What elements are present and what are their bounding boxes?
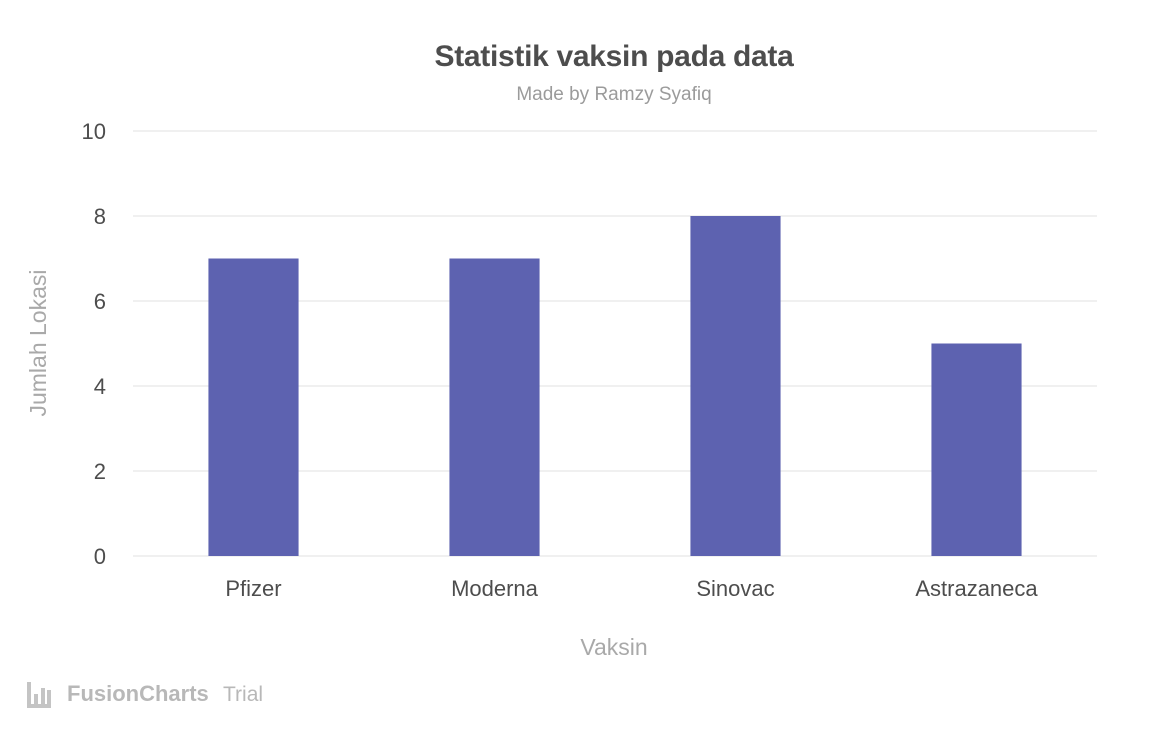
bar-moderna[interactable] <box>449 258 540 557</box>
chart-title: Statistik vaksin pada data <box>434 40 794 73</box>
y-tick-label: 8 <box>94 204 106 229</box>
watermark: FusionCharts Trial <box>27 681 263 708</box>
y-tick-label: 6 <box>94 289 106 314</box>
y-tick-label: 0 <box>94 544 106 569</box>
bars <box>208 216 1022 557</box>
x-tick-label: Moderna <box>451 576 539 601</box>
y-tick-label: 4 <box>94 374 106 399</box>
y-axis-label: Jumlah Lokasi <box>25 269 51 416</box>
y-tick-label: 10 <box>82 119 106 144</box>
watermark-brand: FusionCharts <box>67 681 209 706</box>
bar-astrazaneca[interactable] <box>931 343 1022 557</box>
y-tick-label: 2 <box>94 459 106 484</box>
fusioncharts-logo-icon <box>27 682 51 708</box>
chart-subtitle: Made by Ramzy Syafiq <box>516 84 711 105</box>
x-axis-label: Vaksin <box>580 634 647 660</box>
x-axis-ticks: Pfizer Moderna Sinovac Astrazaneca <box>225 576 1038 601</box>
y-axis-ticks: 0 2 4 6 8 10 <box>82 119 106 569</box>
bar-sinovac[interactable] <box>690 216 781 556</box>
watermark-trial: Trial <box>223 683 263 706</box>
x-tick-label: Astrazaneca <box>915 576 1038 601</box>
x-tick-label: Sinovac <box>696 576 774 601</box>
bar-pfizer[interactable] <box>208 258 299 557</box>
x-tick-label: Pfizer <box>225 576 281 601</box>
